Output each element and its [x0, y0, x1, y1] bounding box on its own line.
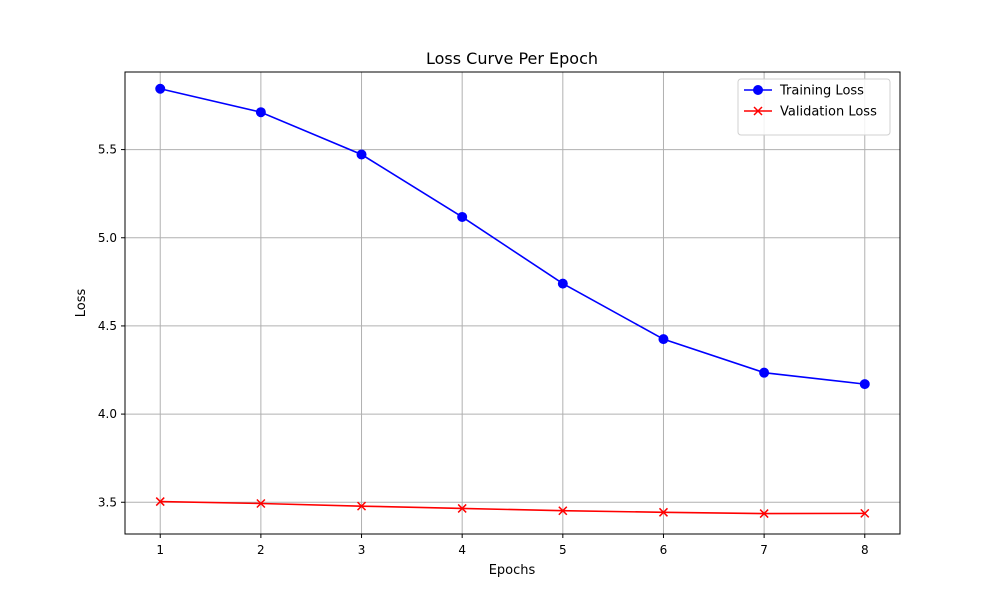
legend-marker-validation-loss: [753, 106, 763, 116]
training-loss-point: [255, 107, 266, 118]
x-axis-label: Epochs: [489, 563, 536, 578]
validation-loss-point-stroke: [356, 501, 367, 511]
y-tick-label: 5.0: [98, 231, 117, 245]
chart-title: Loss Curve Per Epoch: [426, 49, 598, 68]
axis-ticks: 1 2 3 4 5 6 7 8 3.5 4.0 4.5 5.0 5.5: [98, 143, 869, 557]
validation-loss-point-stroke: [256, 498, 266, 509]
training-loss-point: [155, 83, 166, 94]
y-tick-label: 5.5: [98, 143, 117, 157]
training-loss-line: [160, 87, 865, 385]
x-tick-label: 8: [861, 543, 869, 557]
x-tick-label: 3: [358, 543, 366, 557]
legend-label-validation-loss: Validation Loss: [780, 105, 877, 120]
training-loss-point: [859, 379, 870, 390]
training-loss-point: [356, 149, 367, 160]
grid-lines: [125, 72, 900, 534]
training-loss-point: [457, 211, 468, 222]
validation-loss-point: [558, 506, 568, 516]
training-loss-point: [557, 278, 568, 289]
validation-loss-point: [457, 503, 467, 513]
y-tick-label: 3.5: [98, 495, 117, 509]
training-loss-point: [759, 367, 770, 378]
x-tick-label: 7: [760, 543, 768, 557]
validation-loss-point: [759, 509, 769, 519]
x-tick-label: 1: [156, 543, 164, 557]
legend-marker-validation-loss-stroke: [753, 106, 763, 116]
y-axis-label: Loss: [74, 289, 89, 318]
validation-loss-point-stroke: [658, 507, 669, 517]
legend-marker-training-loss: [753, 85, 763, 95]
validation-loss-point-stroke: [155, 497, 165, 507]
validation-loss-point: [356, 501, 367, 511]
training-loss-point: [658, 334, 669, 345]
legend-box: [737, 78, 891, 136]
x-tick-label: 4: [458, 543, 466, 557]
legend: Training Loss Validation Loss: [737, 78, 891, 136]
legend-label-training-loss: Training Loss: [779, 84, 864, 99]
validation-loss-point: [658, 507, 669, 517]
validation-loss-point-stroke: [457, 503, 467, 513]
validation-loss-point: [155, 497, 165, 507]
x-tick-label: 6: [660, 543, 668, 557]
x-tick-label: 5: [559, 543, 567, 557]
validation-loss-point-stroke: [860, 508, 870, 518]
y-tick-label: 4.0: [98, 407, 117, 421]
x-tick-label: 2: [257, 543, 265, 557]
validation-loss-point: [860, 508, 870, 518]
validation-loss-point-stroke: [558, 506, 568, 516]
y-tick-label: 4.5: [98, 319, 117, 333]
plot-frame: [124, 71, 901, 535]
validation-loss-point-stroke: [759, 509, 769, 519]
validation-loss-point: [256, 498, 266, 509]
series-layer: [155, 83, 870, 519]
validation-loss-line: [160, 500, 865, 515]
